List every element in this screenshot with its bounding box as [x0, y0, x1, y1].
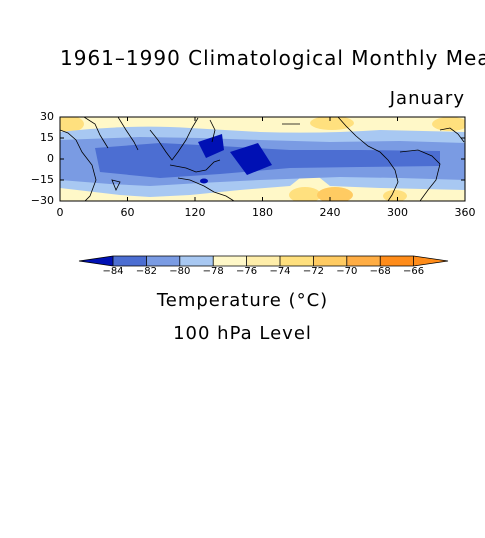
coastline-africa-east [60, 129, 97, 201]
x-axis-ticks [59, 117, 466, 201]
field-core-deep-blue [198, 134, 224, 158]
coastline-philippines [209, 119, 216, 143]
colorbar-label: −80 [169, 266, 191, 277]
colorbar-swatch [413, 256, 448, 266]
field-core-deep-blue [230, 143, 272, 175]
colorbar-label: −72 [302, 266, 324, 277]
colorbar-swatch [313, 256, 347, 266]
level-caption: 100 hPa Level [173, 323, 312, 344]
colorbar-swatch [213, 256, 247, 266]
colorbar-label: −84 [102, 266, 124, 277]
y-tick-label: −15 [30, 173, 54, 186]
x-tick-label: 120 [184, 206, 206, 219]
x-tick-label: 180 [252, 206, 273, 219]
field-warm-spot [60, 117, 84, 132]
coastline-central-america [337, 117, 389, 161]
y-tick-label: −30 [30, 194, 54, 207]
colorbar [78, 255, 449, 267]
coastline-indonesia [169, 159, 221, 173]
coastline-india [117, 117, 139, 151]
field-warm-spot [432, 117, 465, 131]
colorbar-swatch [113, 256, 147, 266]
coastline-madagascar [111, 179, 121, 191]
coastline-arabia [83, 117, 109, 149]
coastline-southeast-asia [149, 117, 199, 161]
coastline-australia-north [177, 177, 235, 201]
x-tick-label: 300 [387, 206, 408, 219]
field-core-deep-blue [200, 178, 208, 184]
colorbar-swatch [246, 256, 280, 266]
colorbar-swatch [280, 256, 314, 266]
variable-caption: Temperature (°C) [156, 290, 329, 311]
y-tick-label: 15 [40, 131, 54, 144]
y-tick-label: 0 [47, 152, 54, 165]
colorbar-swatch [380, 256, 414, 266]
x-tick-label: 60 [120, 206, 135, 219]
colorbar-swatch [179, 256, 214, 266]
colorbar-label: −70 [336, 266, 358, 277]
colorbar-swatch [79, 256, 113, 266]
x-tick-label: 0 [56, 206, 64, 219]
y-axis-ticks [60, 116, 465, 202]
colorbar-swatch [146, 256, 180, 266]
colorbar-label: −68 [369, 266, 391, 277]
colorbar-label: −82 [135, 266, 157, 277]
colorbar-swatch [346, 256, 381, 266]
temperature-field [60, 117, 465, 201]
x-tick-label: 360 [454, 206, 476, 219]
coastline-south-america-east [399, 149, 441, 201]
month-label: January [389, 88, 465, 109]
colorbar-label: −76 [236, 266, 258, 277]
field-warm-spot [383, 190, 407, 201]
coastline-south-america-west [387, 159, 399, 201]
field-warm-spot [317, 187, 353, 201]
colorbar-label: −78 [202, 266, 224, 277]
field-warm-spot [289, 187, 321, 201]
colorbar-label: −74 [269, 266, 291, 277]
colorbar-label: −66 [403, 266, 425, 277]
chart-title: 1961–1990 Climatological Monthly Mean [60, 46, 485, 70]
field-warm-spot [310, 117, 354, 130]
y-tick-label: 30 [40, 110, 54, 123]
x-tick-label: 240 [319, 206, 341, 219]
